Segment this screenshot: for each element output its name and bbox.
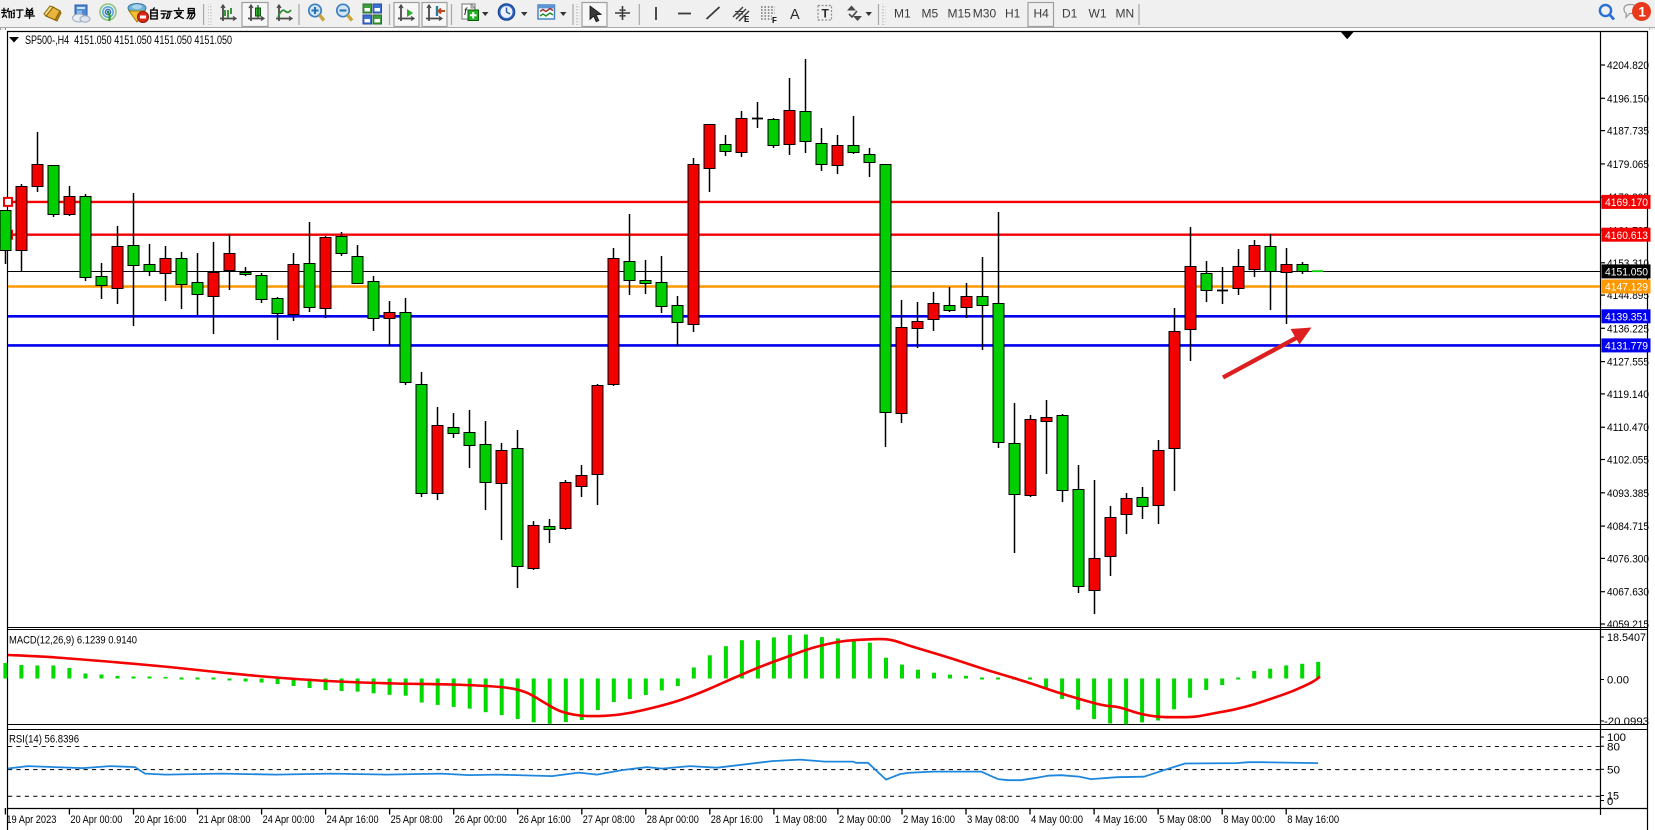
svg-text:25 Apr 08:00: 25 Apr 08:00 bbox=[391, 814, 443, 826]
svg-text:4067.630: 4067.630 bbox=[1607, 587, 1649, 599]
svg-text:4139.351: 4139.351 bbox=[1605, 312, 1648, 324]
svg-text:4102.055: 4102.055 bbox=[1607, 455, 1649, 467]
svg-text:28 Apr 00:00: 28 Apr 00:00 bbox=[647, 814, 699, 826]
svg-text:M1: M1 bbox=[894, 7, 911, 21]
svg-text:4204.820: 4204.820 bbox=[1607, 60, 1649, 72]
svg-text:24 Apr 00:00: 24 Apr 00:00 bbox=[263, 814, 315, 826]
svg-text:4093.385: 4093.385 bbox=[1607, 488, 1649, 500]
svg-text:19 Apr 2023: 19 Apr 2023 bbox=[6, 814, 56, 826]
svg-text:15: 15 bbox=[1607, 791, 1619, 803]
svg-text:8 May 00:00: 8 May 00:00 bbox=[1223, 814, 1275, 826]
svg-text:5 May 08:00: 5 May 08:00 bbox=[1159, 814, 1211, 826]
svg-text:50: 50 bbox=[1607, 765, 1620, 777]
svg-text:4136.225: 4136.225 bbox=[1607, 323, 1649, 335]
svg-text:28 Apr 16:00: 28 Apr 16:00 bbox=[711, 814, 763, 826]
svg-text:RSI(14) 56.8396: RSI(14) 56.8396 bbox=[9, 734, 79, 746]
svg-text:D1: D1 bbox=[1062, 7, 1078, 21]
svg-text:4 May 00:00: 4 May 00:00 bbox=[1031, 814, 1083, 826]
svg-text:H4: H4 bbox=[1034, 7, 1050, 21]
svg-text:2 May 00:00: 2 May 00:00 bbox=[839, 814, 891, 826]
svg-text:f: f bbox=[464, 7, 468, 18]
svg-text:4147.129: 4147.129 bbox=[1605, 282, 1648, 294]
svg-text:26 Apr 16:00: 26 Apr 16:00 bbox=[519, 814, 571, 826]
svg-text:100: 100 bbox=[1607, 732, 1626, 744]
svg-text:M30: M30 bbox=[973, 7, 997, 21]
svg-text:0: 0 bbox=[1607, 796, 1613, 808]
svg-text:4059.215: 4059.215 bbox=[1607, 619, 1649, 631]
svg-text:E: E bbox=[744, 15, 750, 24]
svg-text:MACD(12,26,9) 6.1239 0.9140: MACD(12,26,9) 6.1239 0.9140 bbox=[9, 635, 137, 647]
svg-text:21 Apr 08:00: 21 Apr 08:00 bbox=[199, 814, 251, 826]
svg-text:4110.470: 4110.470 bbox=[1607, 422, 1649, 434]
svg-text:4076.300: 4076.300 bbox=[1607, 553, 1649, 565]
svg-text:4131.779: 4131.779 bbox=[1605, 341, 1648, 353]
svg-text:4179.065: 4179.065 bbox=[1607, 159, 1649, 171]
svg-text:SP500-,H4 4151.050 4151.050 4: SP500-,H4 4151.050 4151.050 4151.050 415… bbox=[25, 34, 232, 47]
svg-text:4 May 16:00: 4 May 16:00 bbox=[1095, 814, 1147, 826]
svg-text:M15: M15 bbox=[948, 7, 972, 21]
svg-text:4127.555: 4127.555 bbox=[1607, 357, 1649, 369]
svg-text:H1: H1 bbox=[1005, 7, 1021, 21]
svg-text:4196.150: 4196.150 bbox=[1607, 93, 1649, 105]
svg-text:-20.0993: -20.0993 bbox=[1604, 716, 1649, 728]
svg-text:27 Apr 08:00: 27 Apr 08:00 bbox=[583, 814, 635, 826]
svg-text:4119.140: 4119.140 bbox=[1607, 389, 1649, 401]
svg-text:4084.715: 4084.715 bbox=[1607, 521, 1649, 533]
svg-text:24 Apr 16:00: 24 Apr 16:00 bbox=[327, 814, 379, 826]
svg-text:26 Apr 00:00: 26 Apr 00:00 bbox=[455, 814, 507, 826]
svg-text:2 May 16:00: 2 May 16:00 bbox=[903, 814, 955, 826]
svg-text:4169.170: 4169.170 bbox=[1605, 197, 1648, 209]
svg-text:20 Apr 00:00: 20 Apr 00:00 bbox=[70, 814, 122, 826]
svg-text:20 Apr 16:00: 20 Apr 16:00 bbox=[135, 814, 187, 826]
svg-text:8 May 16:00: 8 May 16:00 bbox=[1287, 814, 1339, 826]
svg-text:F: F bbox=[772, 16, 777, 25]
svg-text:1: 1 bbox=[1638, 5, 1646, 20]
svg-text:18.5407: 18.5407 bbox=[1607, 632, 1646, 644]
svg-text:1 May 08:00: 1 May 08:00 bbox=[775, 814, 827, 826]
svg-text:4160.613: 4160.613 bbox=[1605, 230, 1648, 242]
svg-text:3 May 08:00: 3 May 08:00 bbox=[967, 814, 1019, 826]
svg-text:4151.050: 4151.050 bbox=[1605, 267, 1648, 279]
svg-text:A: A bbox=[790, 7, 800, 23]
svg-text:W1: W1 bbox=[1089, 7, 1107, 21]
svg-text:M5: M5 bbox=[922, 7, 939, 21]
svg-text:T: T bbox=[822, 7, 830, 21]
svg-text:80: 80 bbox=[1607, 742, 1620, 754]
svg-text:MN: MN bbox=[1116, 7, 1135, 21]
svg-text:4187.735: 4187.735 bbox=[1607, 126, 1649, 138]
svg-text:0.00: 0.00 bbox=[1607, 675, 1629, 687]
